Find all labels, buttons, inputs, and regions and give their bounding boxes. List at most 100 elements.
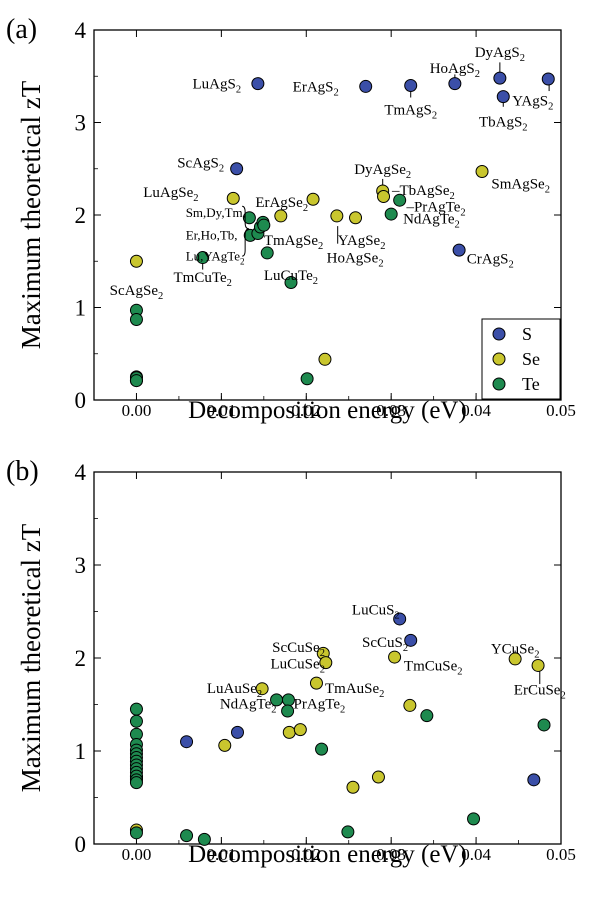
data-point-te (467, 812, 481, 826)
data-point-te (284, 276, 298, 290)
y-tick-label: 2 (75, 203, 87, 228)
data-point-te (129, 714, 143, 728)
x-tick-label: 0.01 (206, 401, 236, 420)
annotation-subscript: 2 (460, 208, 465, 219)
annotation-subscript: 2 (455, 220, 460, 231)
data-point-se (306, 192, 320, 206)
data-point-s (251, 77, 265, 91)
y-tick-label: 4 (75, 18, 87, 43)
data-point-se (218, 738, 232, 752)
data-point-te (129, 776, 143, 790)
data-point-te (242, 211, 256, 225)
point-annotation: TmCuTe2 (174, 270, 232, 289)
data-point-se (255, 682, 269, 696)
annotation-text: PrAgTe (294, 697, 341, 713)
data-point-se (330, 209, 344, 223)
point-annotation: LuCuS2 (352, 603, 400, 622)
data-point-s (404, 79, 418, 92)
panel-label: (a) (6, 14, 37, 45)
data-point-te (420, 709, 434, 723)
annotation-subscript: 2 (394, 611, 399, 622)
annotation-text: ScAgSe (110, 283, 159, 299)
data-point-s (230, 162, 244, 176)
point-annotation: CrAgS2 (467, 251, 514, 270)
legend-marker (492, 327, 506, 341)
point-annotation: ErAgSe2 (255, 195, 308, 214)
data-point-s (393, 612, 407, 626)
x-tick-label: 0.02 (291, 401, 321, 420)
legend-label: S (522, 324, 532, 344)
point-annotation: YCuSe2 (491, 642, 540, 661)
point-annotation: ErAgS2 (293, 79, 339, 98)
data-point-te (197, 832, 211, 846)
annotation-text: LuCuTe (264, 268, 313, 284)
data-point-s (180, 735, 194, 749)
point-annotation: ErCuSe2 (514, 683, 566, 702)
annotation-subscript: 2 (457, 666, 462, 677)
y-tick-label: 1 (75, 739, 87, 764)
point-annotation: HoAgS2 (430, 61, 480, 80)
annotation-text: Lu,YAgTe (186, 249, 241, 264)
annotation-subscript: 2 (450, 191, 455, 202)
data-point-s (541, 72, 555, 86)
panel-b: 0.00 0.01 0.02 0.03 0.04 0.05 0 1 2 3 4 (b) Decompos… (6, 456, 576, 868)
panel-label: (b) (6, 456, 39, 487)
data-point-se (309, 676, 323, 690)
annotation-text: DyAgSe (354, 162, 406, 178)
annotation-text: ErCuSe (514, 683, 561, 699)
data-point-te (300, 372, 314, 386)
point-annotation: DyAgS2 (475, 45, 525, 64)
point-annotation: NdAgTe2 (220, 697, 277, 716)
annotation-text: –TbAgSe (391, 183, 450, 199)
point-annotation: YAgSe2 (338, 233, 386, 252)
annotation-subscript: 2 (334, 87, 339, 98)
data-point-te (393, 193, 407, 207)
y-tick-label: 0 (75, 832, 87, 857)
annotation-text: ScAgS (177, 155, 219, 171)
data-point-s (230, 725, 244, 739)
point-annotation: TmCuSe2 (404, 658, 463, 677)
annotation-text: ScCuSe (272, 640, 320, 656)
annotation-subscript: 2 (475, 69, 480, 80)
point-annotation: Sm,Dy,Tm, (186, 205, 246, 220)
data-point-te (129, 826, 143, 840)
y-tick-label: 0 (75, 388, 87, 413)
annotation-subscript: 2 (257, 689, 262, 700)
annotation-text: ErAgS (293, 79, 334, 95)
annotation-text: LuAgSe (143, 185, 193, 201)
point-annotation: Lu,YAgTe2 (186, 249, 245, 267)
annotation-subscript: 2 (378, 259, 383, 270)
annotation-subscript: 2 (227, 278, 232, 289)
point-annotation: ScCuSe2 (272, 640, 325, 659)
annotation-subscript: 2 (403, 643, 408, 654)
legend-marker (492, 377, 506, 391)
data-point-s (496, 90, 510, 104)
annotation-subscript: 2 (508, 259, 513, 270)
point-annotation: PrAgTe2 (294, 697, 346, 716)
point-annotation: TmAuSe2 (325, 681, 384, 700)
annotation-subscript: 2 (193, 193, 198, 204)
annotation-text: HoAgSe (327, 251, 379, 267)
annotation-text: HoAgS (430, 61, 475, 77)
x-tick-label: 0.04 (461, 845, 491, 864)
data-point-se (475, 165, 489, 179)
x-tick-label: 0.00 (122, 401, 152, 420)
label-brace (242, 205, 250, 257)
data-point-se (403, 698, 417, 712)
annotation-subscript: 2 (320, 648, 325, 659)
x-tick-label: 0.04 (461, 401, 491, 420)
data-point-te (281, 704, 295, 718)
y-tick-label: 4 (75, 460, 87, 485)
data-point-te (180, 829, 194, 843)
annotation-subscript: 2 (534, 650, 539, 661)
point-annotation: ScCuS2 (362, 635, 408, 654)
annotation-text: SmAgSe (491, 177, 545, 193)
point-annotation: LuCuSe2 (271, 657, 325, 676)
annotation-subscript: 2 (560, 691, 565, 702)
point-annotation: LuCuTe2 (264, 268, 318, 287)
y-axis-label: Maximum theoretical zT (16, 523, 46, 792)
data-point-s (448, 77, 462, 91)
annotation-subscript: 2 (318, 241, 323, 252)
point-annotation: HoAgSe2 (327, 251, 384, 270)
annotation-text: TmAuSe (325, 681, 380, 697)
